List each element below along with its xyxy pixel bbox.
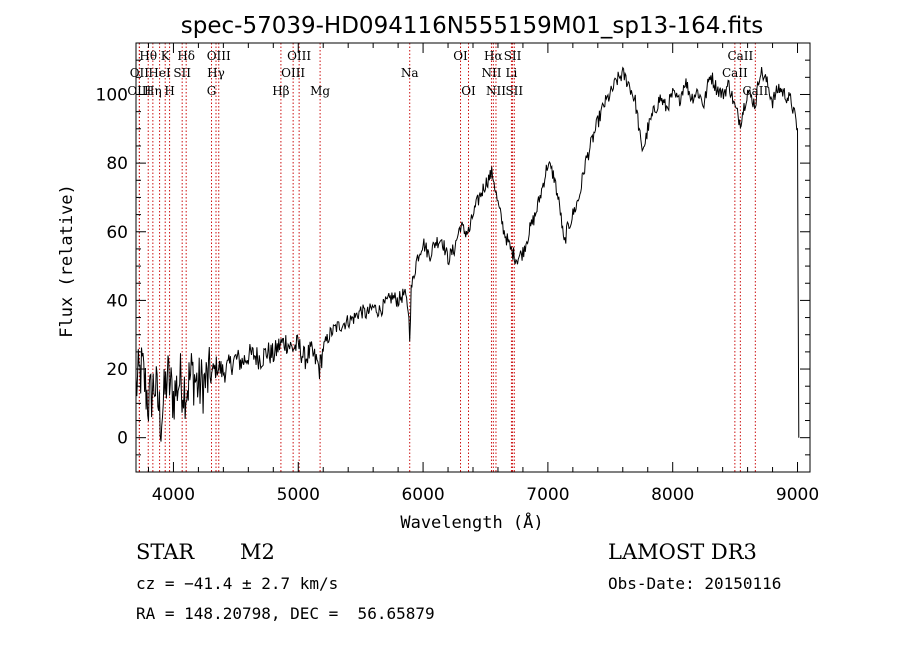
plot-frame: [135, 42, 811, 473]
chart-title: spec-57039-HD094116N555159M01_sp13-164.f…: [181, 13, 763, 39]
x-tick-label-0: 4000: [152, 485, 195, 505]
marker-label-24: SII: [505, 84, 523, 98]
marker-label-7: SII: [173, 66, 191, 80]
marker-label-25: CaII: [727, 49, 753, 63]
spectrum-line-0: [135, 66, 800, 442]
marker-label-18: OI: [461, 84, 476, 98]
spectrum-series: [135, 66, 800, 442]
x-tick-label-4: 8000: [651, 485, 694, 505]
marker-label-14: OIII: [281, 66, 305, 80]
marker-label-21: NII: [486, 84, 506, 98]
marker-label-15: Mg: [310, 84, 330, 98]
marker-label-5: Hη: [144, 84, 162, 98]
x-axis-label: Wavelength (Å): [400, 511, 543, 533]
y-tick-label-0: 0: [117, 429, 128, 449]
y-tick-label-2: 40: [106, 291, 128, 311]
marker-label-1: OII: [130, 66, 150, 80]
marker-label-8: H: [164, 84, 174, 98]
marker-label-26: CaII: [722, 66, 748, 80]
y-tick-label-1: 20: [106, 360, 128, 380]
x-tick-label-1: 5000: [277, 485, 320, 505]
obs-date-text: Obs-Date: 20150116: [608, 574, 782, 593]
y-tick-label-4: 80: [106, 154, 128, 174]
survey-name: LAMOST DR3: [608, 540, 757, 564]
marker-label-6: Hδ: [177, 49, 195, 63]
y-axis-ticks: 0 20 40 60 80 100: [96, 59, 810, 473]
marker-label-3: K: [161, 49, 171, 63]
x-axis-ticks: 4000 5000 6000 7000 8000 9000: [147, 43, 819, 505]
x-tick-label-5: 9000: [776, 485, 819, 505]
y-tick-label-3: 60: [106, 223, 128, 243]
y-tick-label-5: 100: [96, 85, 128, 105]
marker-label-20: NII: [481, 66, 501, 80]
redshift-text: cz = −41.4 ± 2.7 km/s: [136, 574, 339, 593]
object-subclass: M2: [240, 540, 275, 564]
marker-label-23: Li: [506, 66, 518, 80]
x-tick-label-3: 7000: [526, 485, 569, 505]
object-class: STAR: [136, 540, 195, 564]
marker-label-13: OIII: [287, 49, 311, 63]
marker-label-27: CaII: [742, 84, 768, 98]
marker-label-9: OIII: [207, 49, 231, 63]
marker-label-19: Hα: [484, 49, 503, 63]
marker-label-16: Na: [401, 66, 419, 80]
marker-label-12: Hβ: [272, 84, 289, 98]
x-tick-label-2: 6000: [401, 485, 444, 505]
marker-label-11: G: [207, 84, 217, 98]
marker-label-10: Hγ: [207, 66, 225, 80]
marker-label-0: Hθ: [139, 49, 157, 63]
y-axis-label: Flux (relative): [57, 184, 77, 338]
coordinates-text: RA = 148.20798, DEC = 56.65879: [136, 604, 435, 623]
marker-label-4: HeI: [148, 66, 171, 80]
marker-label-22: SII: [504, 49, 522, 63]
marker-label-17: OI: [453, 49, 468, 63]
